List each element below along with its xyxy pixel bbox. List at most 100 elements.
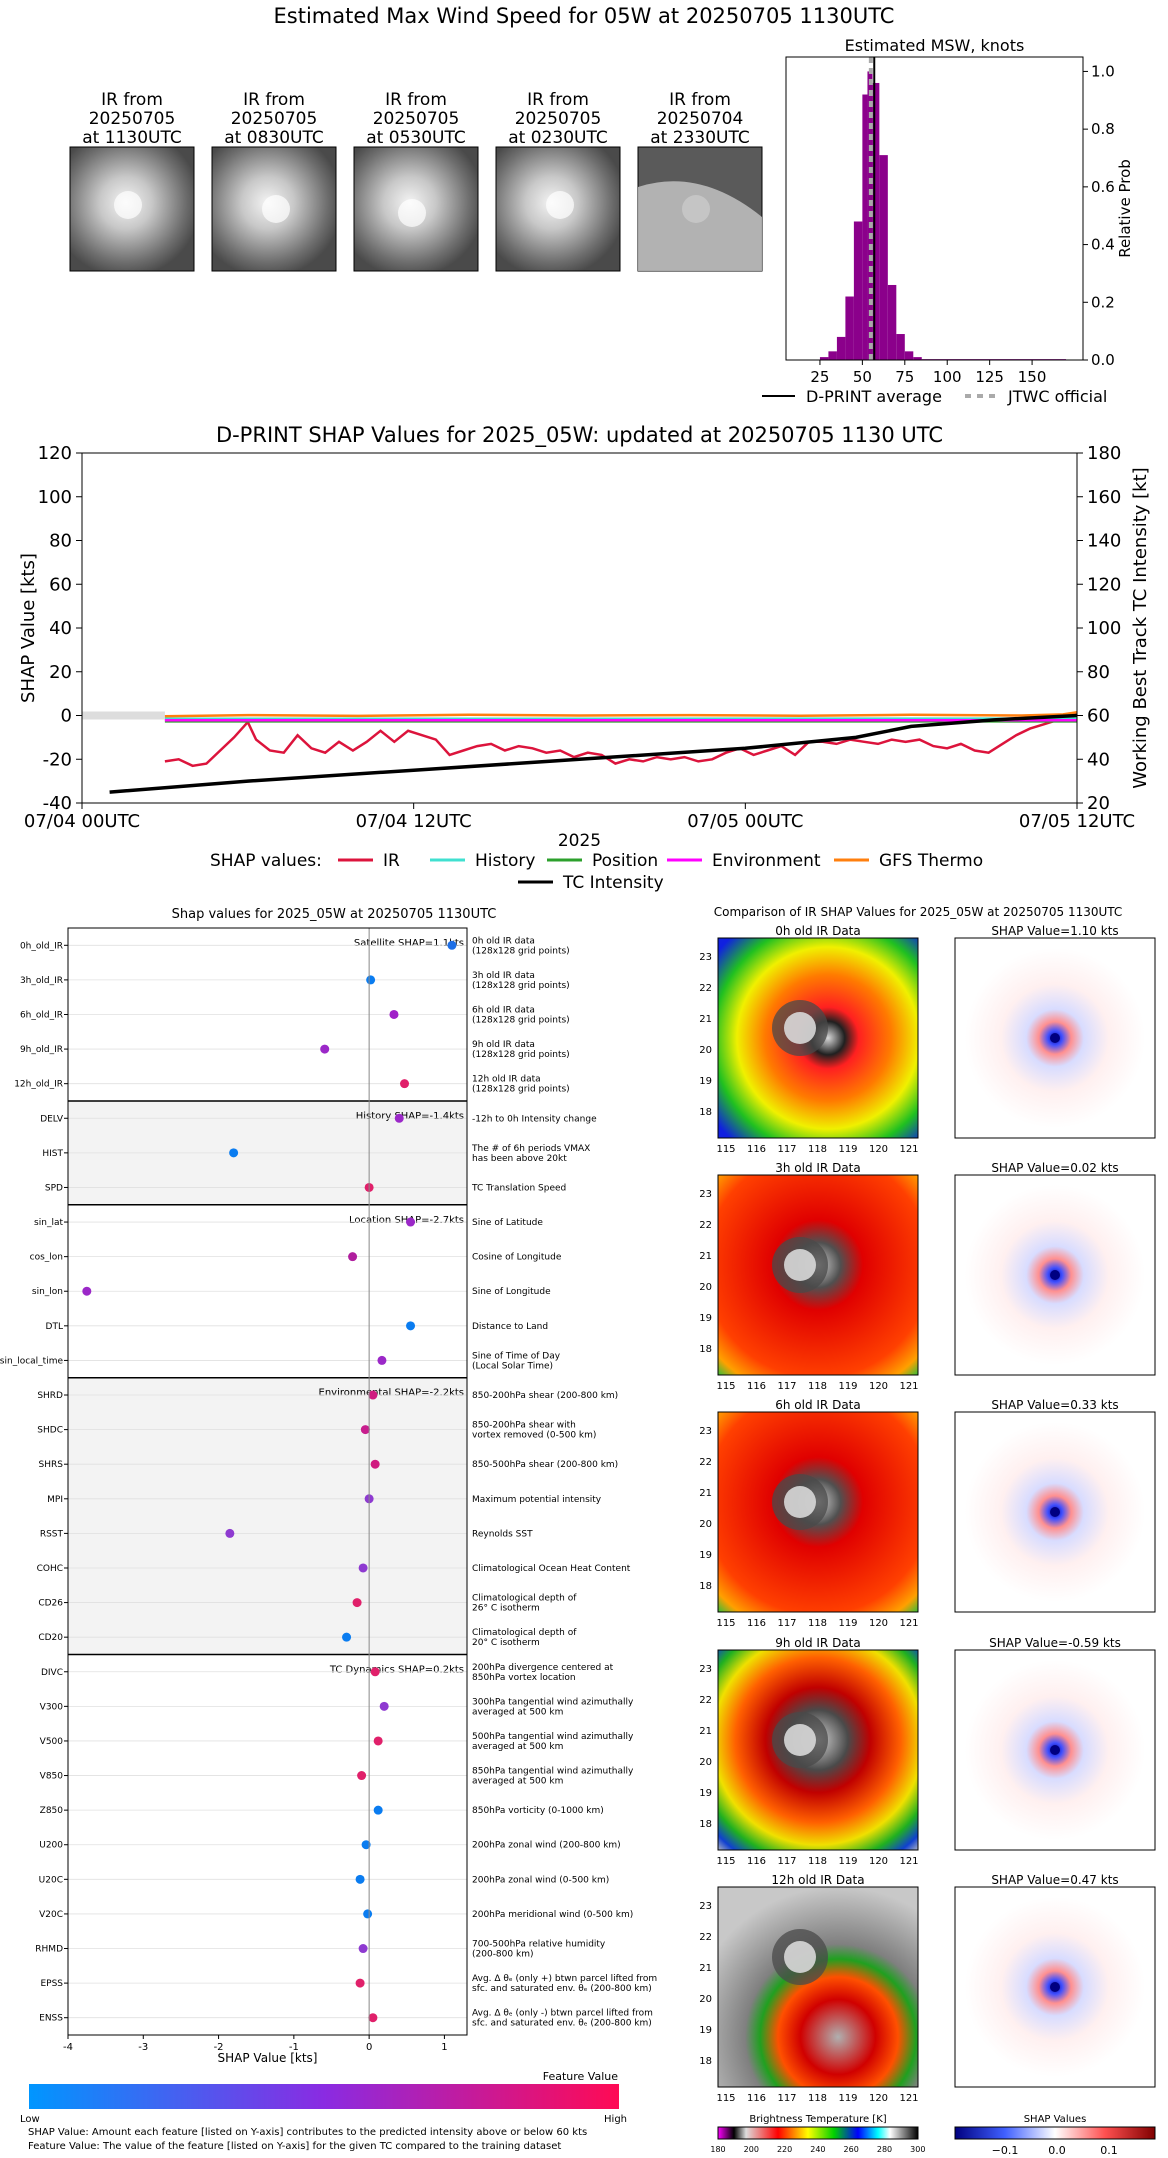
ir-panel-x-tick-label: 117	[777, 2093, 796, 2104]
feature-group-shading	[68, 1377, 467, 1655]
ir-panel-x-tick-label: 120	[869, 1381, 888, 1392]
thumbnail-caption-line: IR from	[243, 90, 305, 110]
ir-panel-title: 3h old IR Data	[775, 1161, 861, 1175]
ir-panel-y-tick-label: 19	[699, 1788, 712, 1799]
feature-shap-point	[229, 1148, 239, 1158]
ir-panel-eye	[784, 1486, 816, 1518]
histogram-x-tick-label: 125	[975, 368, 1004, 386]
feature-description: 300hPa tangential wind azimuthally	[472, 1697, 634, 1707]
ir-panel-y-tick-label: 22	[699, 1695, 712, 1706]
ir-panel-y-tick-label: 18	[699, 1344, 712, 1355]
ir-panel-x-tick-label: 118	[808, 1856, 827, 1867]
ir-panel-y-tick-label: 20	[699, 1994, 712, 2005]
thumbnail-caption-line: 20250704	[657, 109, 744, 129]
feature-shap-point	[225, 1528, 235, 1538]
ir-panel-eye	[784, 1941, 816, 1973]
ir-panel-x-tick-label: 116	[747, 1381, 766, 1392]
feature-description: 850hPa vorticity (0-1000 km)	[472, 1806, 604, 1816]
scatter-x-axis-label: SHAP Value [kts]	[218, 2051, 318, 2065]
feature-name-label: sin_lon	[32, 1287, 63, 1297]
histogram-y-tick-label: 0.4	[1091, 236, 1115, 254]
histogram-bar	[836, 336, 846, 360]
legend-dprint-label: D-PRINT average	[806, 387, 942, 406]
ir-thumbnail-eye	[398, 199, 426, 227]
feature-shap-point	[357, 1771, 367, 1781]
brightness-colorbar-tick: 260	[844, 2145, 859, 2154]
feature-name-label: 12h_old_IR	[14, 1080, 63, 1090]
ir-panel-y-tick-label: 21	[699, 1488, 712, 1499]
feature-name-label: V20C	[39, 1910, 63, 1920]
shap-colorbar	[954, 2126, 1156, 2140]
histogram-x-tick-label: 150	[1018, 368, 1047, 386]
feature-description: 12h old IR data	[472, 1075, 541, 1085]
feature-name-label: U20C	[39, 1875, 63, 1885]
feature-description: TC Translation Speed	[471, 1183, 566, 1193]
ir-panel-x-tick-label: 120	[869, 1618, 888, 1629]
timeline-x-tick-label: 07/04 00UTC	[24, 811, 140, 832]
ir-panel-x-tick-label: 115	[716, 1856, 735, 1867]
feature-name-label: DELV	[40, 1114, 64, 1124]
thumbnail-caption-line: 20250705	[89, 109, 176, 129]
ir-panel-eye	[784, 1724, 816, 1756]
timeline-y-tick-label: -20	[43, 749, 72, 770]
brightness-colorbar	[717, 2126, 919, 2140]
feature-description: Avg. Δ θₑ (only +) btwn parcel lifted fr…	[472, 1974, 657, 1984]
histogram-y-tick-label: 0.8	[1091, 120, 1115, 138]
feature-name-label: CD20	[38, 1633, 63, 1643]
feature-shap-point	[379, 1701, 389, 1711]
feature-group-label: History SHAP=-1.4kts	[356, 1111, 464, 1122]
feature-description: Sine of Latitude	[472, 1218, 543, 1228]
thumbnail-caption-line: IR from	[527, 90, 589, 110]
ir-panel-x-tick-label: 115	[716, 1144, 735, 1155]
feature-name-label: DTL	[46, 1322, 63, 1332]
timeline-legend-label: Position	[592, 851, 658, 871]
ir-thumbnail-eye	[114, 191, 142, 219]
ir-panel-x-tick-label: 121	[899, 1144, 918, 1155]
ir-panel-y-tick-label: 20	[699, 1519, 712, 1530]
ir-panel-x-tick-label: 119	[838, 1144, 857, 1155]
brightness-colorbar-tick: 240	[810, 2145, 825, 2154]
ir-panel-x-tick-label: 121	[899, 1381, 918, 1392]
ir-panel-x-tick-label: 117	[777, 1144, 796, 1155]
timeline-x-axis-label: 2025	[558, 831, 601, 851]
timeline-legend-label: History	[475, 851, 535, 871]
feature-group-label: Satellite SHAP=1.1kts	[354, 938, 464, 949]
shap-panel-title: SHAP Value=0.02 kts	[991, 1161, 1118, 1175]
thumbnail-caption-line: IR from	[669, 90, 731, 110]
ir-panel-x-tick-label: 115	[716, 2093, 735, 2104]
shap-panel-center	[1050, 1745, 1060, 1755]
feature-shap-point	[373, 1736, 383, 1746]
feature-shap-point	[363, 1909, 373, 1919]
ir-panel-x-tick-label: 116	[747, 2093, 766, 2104]
timeline-legend-label: GFS Thermo	[879, 851, 983, 871]
histogram-bar	[879, 155, 888, 360]
ir-panel-y-tick-label: 23	[699, 1901, 712, 1912]
feature-description: Sine of Time of Day	[472, 1351, 561, 1361]
timeline-y2-tick-label: 80	[1087, 662, 1110, 683]
timeline-y2-tick-label: 60	[1087, 706, 1110, 727]
histogram-bar	[819, 357, 829, 360]
feature-shap-point	[355, 1978, 365, 1988]
ir-panel-eye	[784, 1012, 816, 1044]
timeline-y2-tick-label: 100	[1087, 618, 1121, 639]
ir-shap-comparison-panels: Comparison of IR SHAP Values for 2025_05…	[699, 905, 1156, 2157]
histogram-y-tick-label: 0.2	[1091, 293, 1115, 311]
feature-name-label: RHMD	[35, 1945, 63, 1955]
ir-panel-y-tick-label: 22	[699, 1932, 712, 1943]
feature-shap-point	[366, 975, 376, 985]
scatter-x-tick-label: -2	[214, 2042, 224, 2053]
feature-shap-point	[447, 940, 457, 950]
feature-description: 20° C isotherm	[472, 1638, 540, 1648]
feature-name-label: EPSS	[40, 1979, 63, 1989]
ir-panel-title: 6h old IR Data	[775, 1398, 861, 1412]
ir-panel-y-tick-label: 23	[699, 952, 712, 963]
feature-shap-point	[370, 1459, 380, 1469]
ir-panel-x-tick-label: 115	[716, 1381, 735, 1392]
feature-group-label: TC Dynamics SHAP=0.2kts	[329, 1664, 464, 1675]
ir-panel-x-tick-label: 119	[838, 1381, 857, 1392]
shap-panel-title: SHAP Value=0.33 kts	[991, 1398, 1118, 1412]
ir-panel-y-tick-label: 18	[699, 1581, 712, 1592]
scatter-x-tick-label: -1	[289, 2042, 299, 2053]
timeline-legend-label: TC Intensity	[562, 873, 664, 893]
